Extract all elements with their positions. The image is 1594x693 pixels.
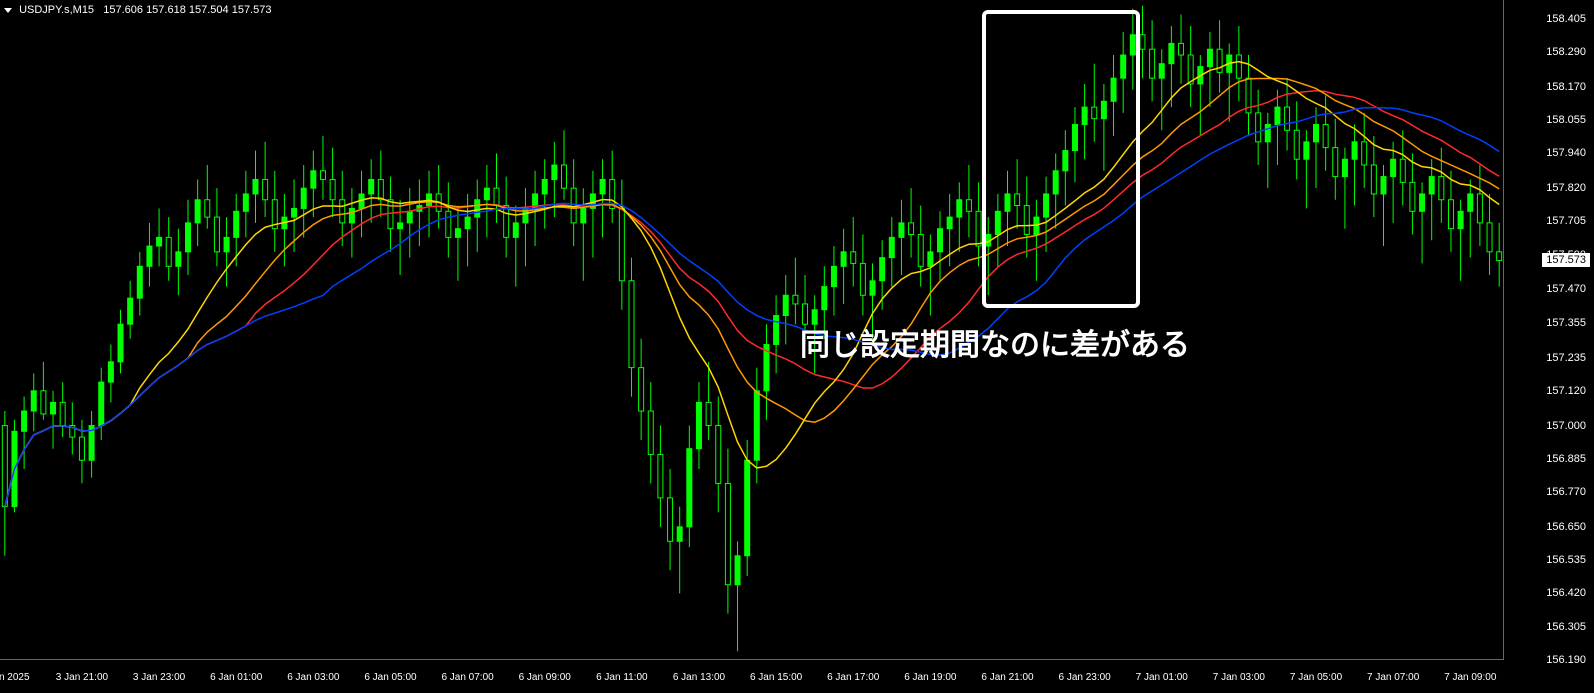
price-tick: 158.290: [1546, 46, 1586, 58]
time-tick: 7 Jan 05:00: [1290, 672, 1342, 683]
price-tick: 156.190: [1546, 654, 1586, 666]
price-tick: 156.770: [1546, 486, 1586, 498]
time-tick: 3 Jan 21:00: [56, 672, 108, 683]
price-tick: 156.420: [1546, 587, 1586, 599]
time-tick: 3 Jan 23:00: [133, 672, 185, 683]
dropdown-icon[interactable]: [4, 8, 12, 13]
symbol-label: USDJPY.s,M15: [19, 4, 94, 16]
price-tick: 157.705: [1546, 215, 1586, 227]
price-tick: 158.405: [1546, 13, 1586, 25]
price-tick: 157.940: [1546, 147, 1586, 159]
time-tick: 7 Jan 09:00: [1444, 672, 1496, 683]
ma-red: [5, 91, 1499, 507]
price-tick: 158.055: [1546, 114, 1586, 126]
time-tick: 6 Jan 09:00: [519, 672, 571, 683]
ma-orange: [5, 78, 1499, 506]
ma-yellow: [5, 62, 1499, 507]
price-tick: 157.120: [1546, 385, 1586, 397]
time-tick: 7 Jan 03:00: [1213, 672, 1265, 683]
price-tick: 156.650: [1546, 521, 1586, 533]
time-tick: 6 Jan 13:00: [673, 672, 725, 683]
price-tick: 157.470: [1546, 283, 1586, 295]
chart-area[interactable]: USDJPY.s,M15 157.606 157.618 157.504 157…: [0, 0, 1504, 660]
chart-header: USDJPY.s,M15 157.606 157.618 157.504 157…: [4, 4, 271, 16]
current-price-label: 157.573: [1542, 253, 1590, 267]
candlestick-chart: [0, 0, 1504, 660]
price-tick: 157.000: [1546, 420, 1586, 432]
time-tick: 6 Jan 23:00: [1058, 672, 1110, 683]
time-tick: 6 Jan 19:00: [904, 672, 956, 683]
time-tick: 6 Jan 17:00: [827, 672, 879, 683]
time-tick: 6 Jan 07:00: [441, 672, 493, 683]
time-axis: 3 Jan 2025 3 Jan 21:00 3 Jan 23:00 6 Jan 01…: [0, 659, 1504, 693]
price-tick: 156.885: [1546, 453, 1586, 465]
time-tick: 6 Jan 01:00: [210, 672, 262, 683]
price-tick: 156.305: [1546, 621, 1586, 633]
price-axis: 158.405 158.290 158.170 158.055 157.940 157.8…: [1503, 0, 1594, 693]
time-tick: 6 Jan 05:00: [364, 672, 416, 683]
ohlc-label: 157.606 157.618 157.504 157.573: [103, 4, 271, 16]
time-tick: 6 Jan 11:00: [596, 672, 648, 683]
price-tick: 158.170: [1546, 81, 1586, 93]
ma-blue: [5, 108, 1499, 507]
time-tick: 6 Jan 21:00: [981, 672, 1033, 683]
price-tick: 157.235: [1546, 352, 1586, 364]
time-tick: 6 Jan 15:00: [750, 672, 802, 683]
time-tick: 3 Jan 2025: [0, 672, 30, 683]
price-tick: 157.355: [1546, 317, 1586, 329]
time-tick: 7 Jan 01:00: [1136, 672, 1188, 683]
price-tick: 157.820: [1546, 182, 1586, 194]
time-tick: 7 Jan 07:00: [1367, 672, 1419, 683]
time-tick: 6 Jan 03:00: [287, 672, 339, 683]
price-tick: 156.535: [1546, 554, 1586, 566]
